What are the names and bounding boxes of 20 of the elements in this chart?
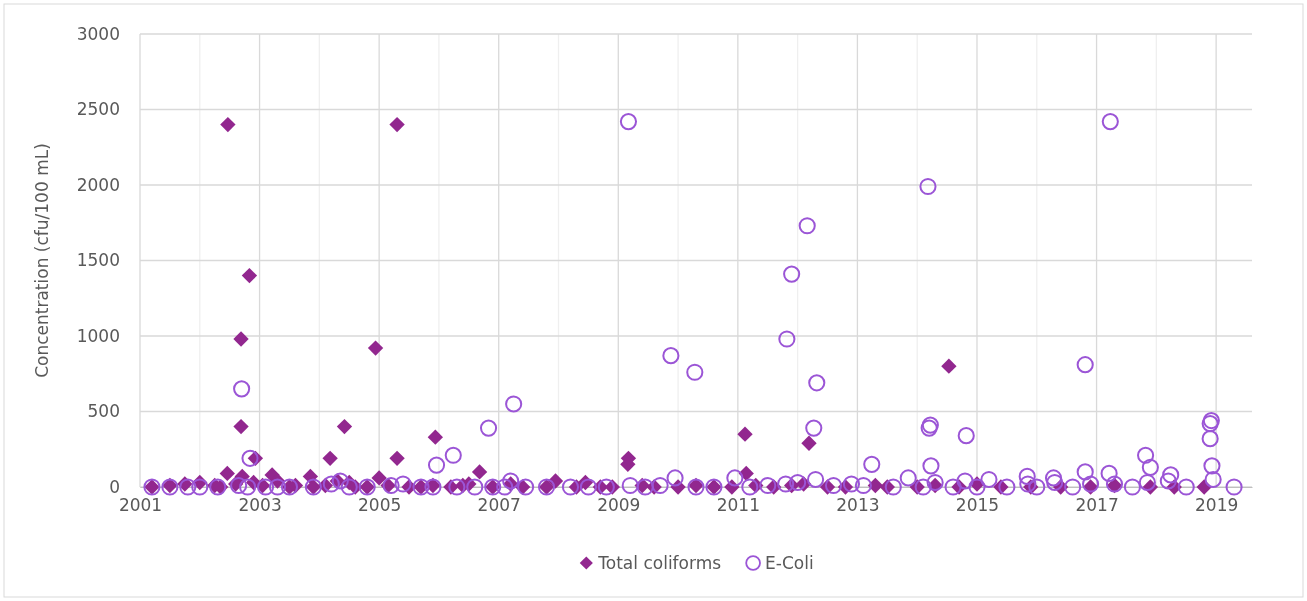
x-tick-label: 2019 — [1195, 495, 1239, 516]
x-tick-label: 2017 — [1075, 495, 1119, 516]
y-tick-label: 1500 — [76, 250, 120, 271]
x-tick-label: 2009 — [597, 495, 641, 516]
x-tick-label: 2011 — [716, 495, 760, 516]
x-tick-label: 2003 — [238, 495, 282, 516]
x-tick-label: 2015 — [955, 495, 1000, 516]
x-tick-label: 2013 — [836, 495, 880, 516]
y-axis-title: Concentration (cfu/100 mL) — [32, 143, 52, 378]
y-tick-label: 3000 — [76, 23, 120, 44]
y-tick-label: 2500 — [76, 99, 120, 120]
x-tick-label: 2005 — [358, 495, 402, 516]
y-tick-label: 1000 — [76, 325, 120, 346]
x-tick-label: 2007 — [477, 495, 521, 516]
y-tick-label: 0 — [109, 476, 120, 497]
y-tick-label: 2000 — [76, 174, 120, 195]
x-tick-label: 2001 — [118, 495, 163, 516]
y-tick-label: 500 — [87, 401, 120, 422]
legend-label: E-Coli — [765, 553, 814, 573]
legend-label: Total coliforms — [597, 553, 722, 573]
